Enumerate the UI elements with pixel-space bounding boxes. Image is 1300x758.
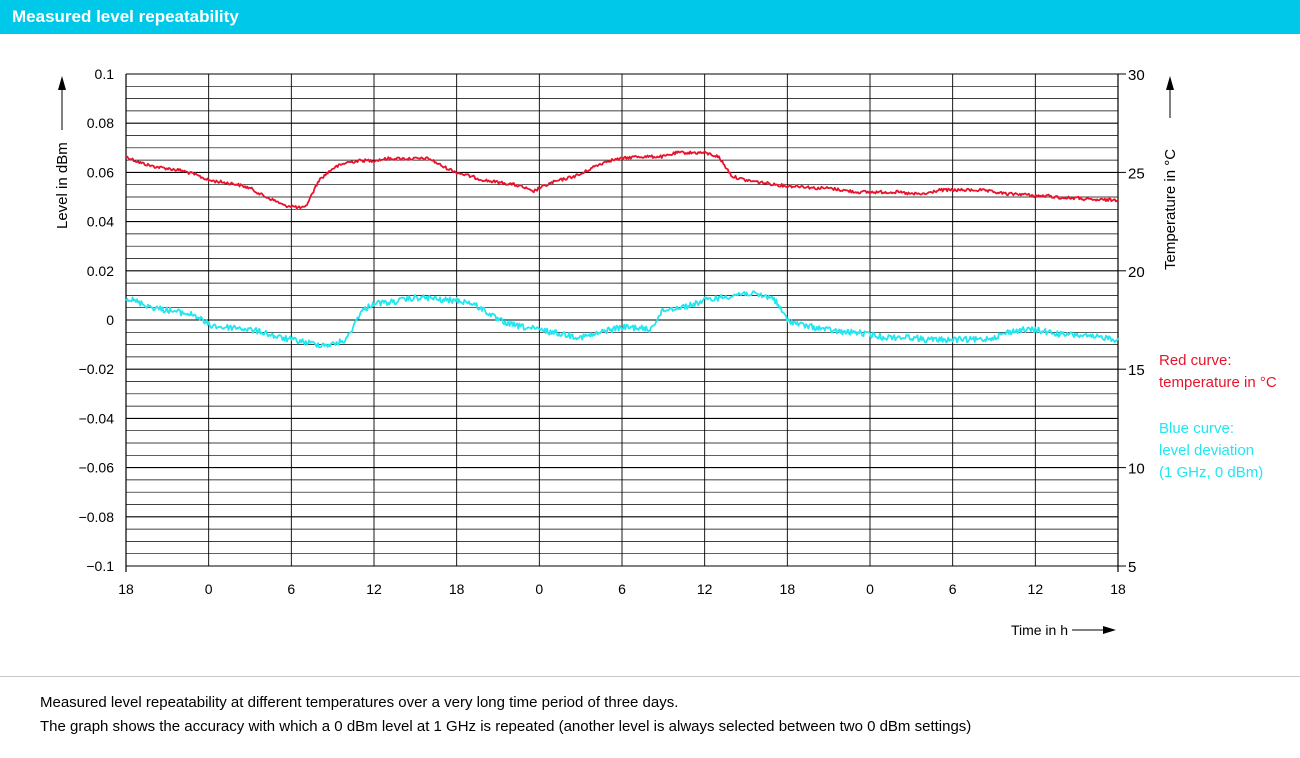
y-tick-label: −0.1 bbox=[86, 558, 114, 574]
y-tick-label: 0 bbox=[106, 312, 114, 328]
y-axis-arrow-head bbox=[58, 76, 66, 90]
x-tick-label: 12 bbox=[697, 581, 713, 597]
y-tick-label: −0.02 bbox=[79, 361, 115, 377]
x-tick-label: 6 bbox=[618, 581, 626, 597]
x-tick-label: 18 bbox=[1110, 581, 1126, 597]
y2-axis-arrow-head bbox=[1166, 76, 1174, 90]
legend-temperature-line2: temperature in °C bbox=[1159, 374, 1277, 391]
y-tick-label: 0.1 bbox=[95, 66, 115, 82]
y-tick-label: 0.04 bbox=[87, 214, 114, 230]
x-axis-label: Time in h bbox=[1011, 622, 1068, 638]
y2-tick-label: 30 bbox=[1128, 67, 1145, 84]
title-bar: Measured level repeatability bbox=[0, 0, 1300, 34]
legend-level-line1: Blue curve: bbox=[1159, 420, 1235, 437]
x-tick-label: 0 bbox=[205, 581, 213, 597]
chart-series bbox=[125, 150, 1119, 349]
y2-tick-label: 25 bbox=[1128, 165, 1145, 182]
chart-grid bbox=[125, 73, 1119, 567]
y-axis-label: Level in dBm bbox=[54, 142, 71, 229]
x-tick-label: 18 bbox=[118, 581, 134, 597]
caption-line-1: Measured level repeatability at differen… bbox=[40, 694, 679, 711]
y2-tick-label: 5 bbox=[1128, 559, 1136, 576]
chart-labels: 0.1 0.08 0.06 0.04 0.02 0 −0.02 −0.04 −0.06 −0.08… bbox=[54, 66, 1179, 638]
y-tick-label: −0.06 bbox=[79, 460, 115, 476]
y2-tick-label: 10 bbox=[1128, 461, 1145, 478]
chart-axes bbox=[58, 73, 1174, 634]
y-tick-label: −0.08 bbox=[79, 509, 115, 525]
x-tick-label: 6 bbox=[949, 581, 957, 597]
series-temperature-line bbox=[125, 150, 1119, 210]
y-tick-label: 0.08 bbox=[87, 115, 114, 131]
series-level-line bbox=[125, 290, 1119, 349]
legend-level: Blue curve: level deviation (1 GHz, 0 dB… bbox=[1159, 418, 1263, 484]
legend-level-line2: level deviation bbox=[1159, 442, 1255, 459]
legend-level-line3: (1 GHz, 0 dBm) bbox=[1159, 464, 1264, 481]
chart: 0.1 0.08 0.06 0.04 0.02 0 −0.02 −0.04 −0.06 −0.08… bbox=[54, 66, 1179, 638]
y-tick-label: 0.02 bbox=[87, 263, 114, 279]
x-tick-label: 0 bbox=[535, 581, 543, 597]
y2-axis-label: Temperature in °C bbox=[1162, 149, 1179, 270]
caption-divider bbox=[0, 676, 1300, 677]
legend-temperature: Red curve: temperature in °C bbox=[1159, 350, 1277, 394]
x-tick-label: 18 bbox=[449, 581, 465, 597]
x-axis-arrow-head bbox=[1103, 626, 1116, 634]
legend-temperature-line1: Red curve: bbox=[1159, 352, 1232, 369]
page-title: Measured level repeatability bbox=[12, 7, 239, 26]
caption-line-2: The graph shows the accuracy with which … bbox=[40, 718, 972, 735]
x-tick-label: 12 bbox=[1028, 581, 1044, 597]
x-tick-label: 0 bbox=[866, 581, 874, 597]
x-tick-label: 18 bbox=[780, 581, 796, 597]
y-tick-label: 0.06 bbox=[87, 164, 114, 180]
x-tick-label: 6 bbox=[287, 581, 295, 597]
y-tick-label: −0.04 bbox=[79, 410, 115, 426]
y2-tick-label: 20 bbox=[1128, 264, 1145, 281]
y2-tick-label: 15 bbox=[1128, 362, 1145, 379]
x-tick-label: 12 bbox=[366, 581, 382, 597]
